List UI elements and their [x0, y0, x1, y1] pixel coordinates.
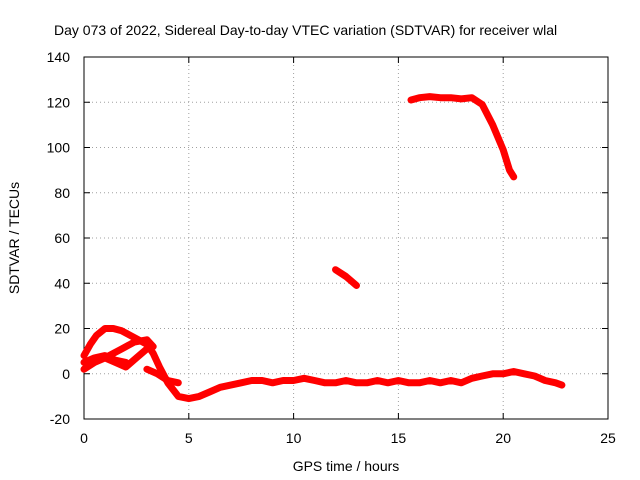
ticks: 0 5 10 15 20 25 -20 0 20 40 60 80 100 120 140 — [47, 49, 616, 446]
series-line-trace-e — [143, 365, 182, 387]
series-line-trace-c — [80, 352, 130, 366]
series-line-trace-d — [105, 336, 157, 360]
y-axis-label: SDTVAR / TECUs — [6, 182, 22, 294]
series-line-trace-g — [407, 93, 518, 181]
x-axis-label: GPS time / hours — [293, 458, 400, 474]
y-tick-label: 0 — [62, 366, 70, 382]
plot-frame — [83, 56, 609, 420]
chart-title: Day 073 of 2022, Sidereal Day-to-day VTE… — [54, 22, 557, 38]
series-line-trace-f — [332, 266, 360, 289]
y-tick-label: 80 — [54, 185, 70, 201]
y-tick-label: 60 — [54, 230, 70, 246]
y-tick-label: 120 — [47, 94, 71, 110]
x-tick-label: 10 — [286, 430, 302, 446]
x-tick-label: 0 — [80, 430, 88, 446]
y-tick-label: 100 — [47, 140, 71, 156]
series-group — [80, 93, 566, 403]
y-tick-label: 140 — [47, 49, 71, 65]
grid — [84, 57, 608, 419]
series-line-trace-a — [80, 325, 566, 403]
y-tick-label: 40 — [54, 275, 70, 291]
x-tick-label: 15 — [391, 430, 407, 446]
x-tick-label: 5 — [185, 430, 193, 446]
y-tick-label: 20 — [54, 321, 70, 337]
x-tick-label: 20 — [495, 430, 511, 446]
y-tick-label: -20 — [50, 411, 70, 427]
x-tick-label: 25 — [600, 430, 616, 446]
